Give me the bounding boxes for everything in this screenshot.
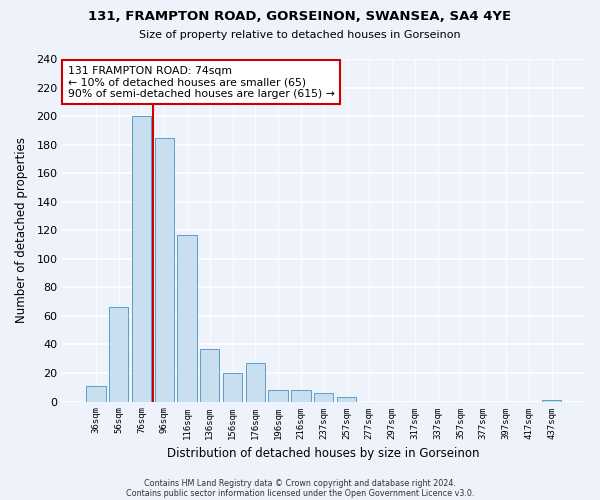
Bar <box>245 363 265 402</box>
Bar <box>109 308 128 402</box>
Text: Contains HM Land Registry data © Crown copyright and database right 2024.: Contains HM Land Registry data © Crown c… <box>144 478 456 488</box>
Bar <box>542 400 561 402</box>
Text: 131, FRAMPTON ROAD, GORSEINON, SWANSEA, SA4 4YE: 131, FRAMPTON ROAD, GORSEINON, SWANSEA, … <box>88 10 512 23</box>
Bar <box>200 348 220 402</box>
Bar <box>268 390 288 402</box>
Bar <box>86 386 106 402</box>
Bar <box>132 116 151 402</box>
X-axis label: Distribution of detached houses by size in Gorseinon: Distribution of detached houses by size … <box>167 447 480 460</box>
Text: Contains public sector information licensed under the Open Government Licence v3: Contains public sector information licen… <box>126 488 474 498</box>
Bar <box>178 234 197 402</box>
Bar <box>223 373 242 402</box>
Text: Size of property relative to detached houses in Gorseinon: Size of property relative to detached ho… <box>139 30 461 40</box>
Y-axis label: Number of detached properties: Number of detached properties <box>15 138 28 324</box>
Bar <box>291 390 311 402</box>
Text: 131 FRAMPTON ROAD: 74sqm
← 10% of detached houses are smaller (65)
90% of semi-d: 131 FRAMPTON ROAD: 74sqm ← 10% of detach… <box>68 66 335 99</box>
Bar <box>337 398 356 402</box>
Bar <box>314 393 334 402</box>
Bar <box>155 138 174 402</box>
